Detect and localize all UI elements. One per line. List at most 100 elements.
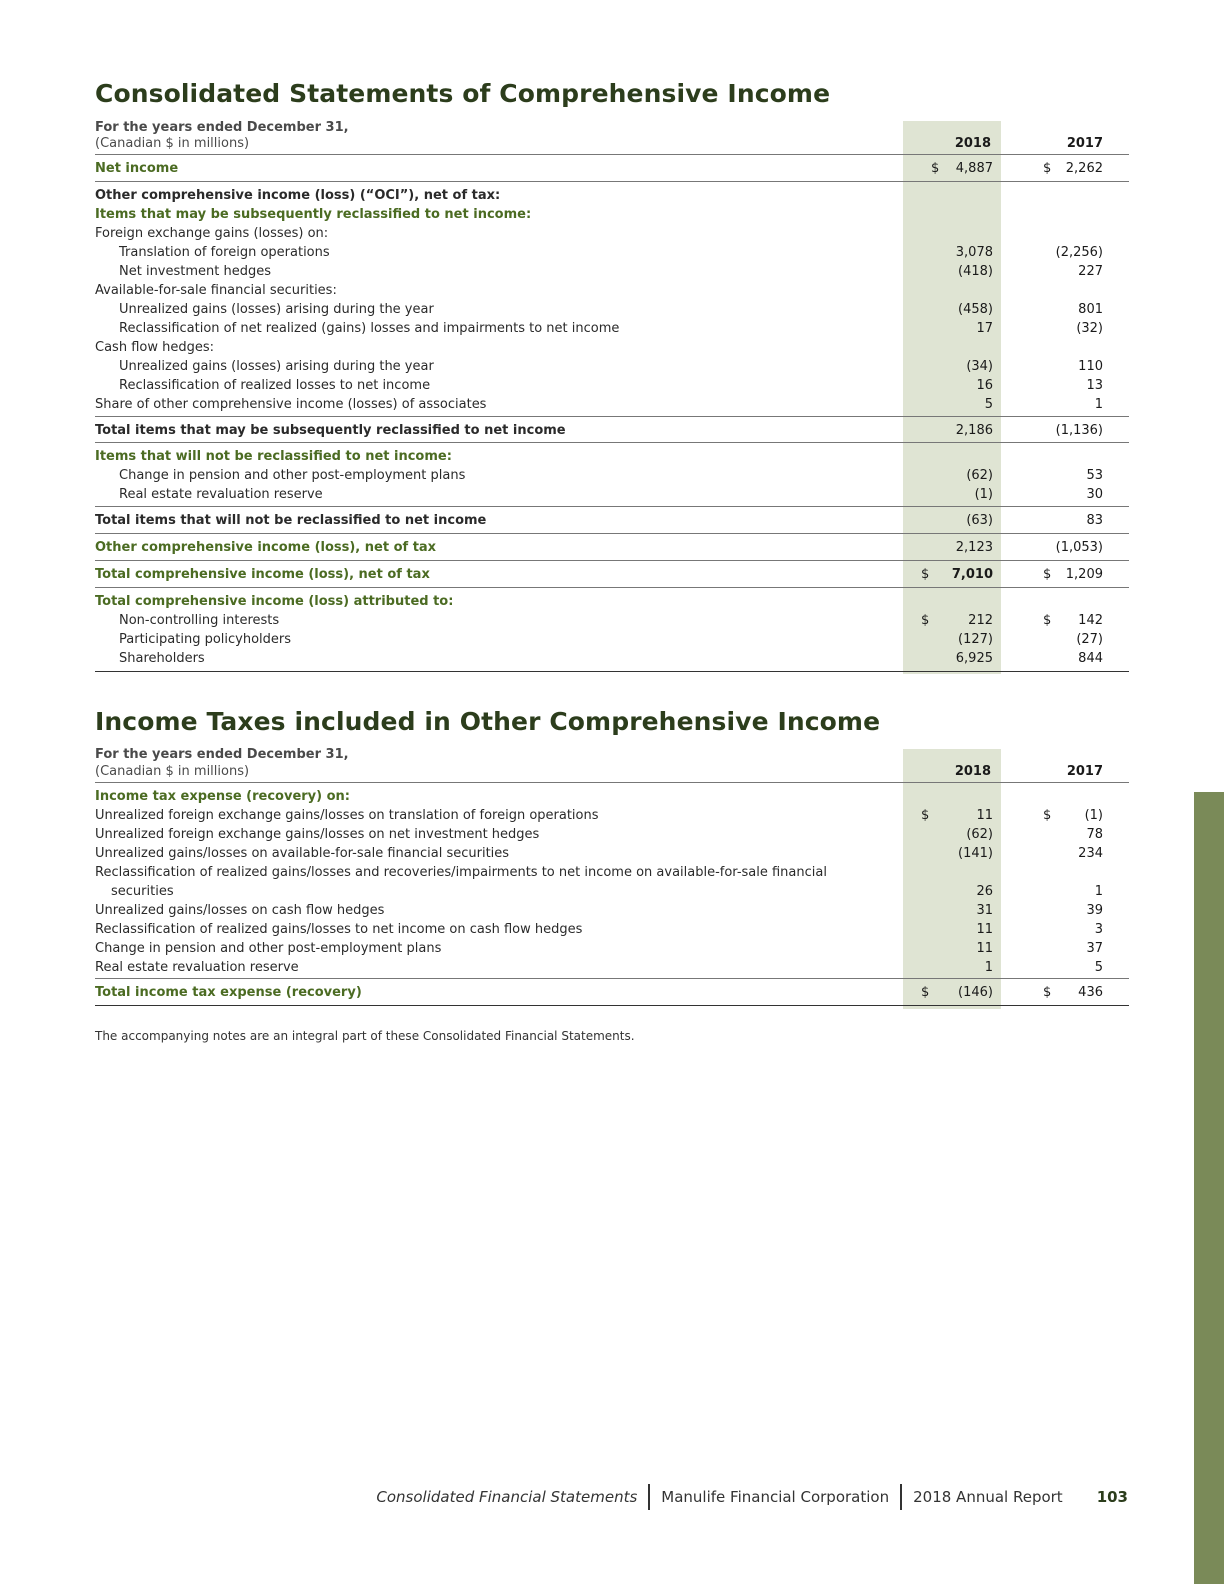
value-2017: 1 (1094, 884, 1103, 899)
table-bottom-rule (95, 1005, 1129, 1006)
row-label: Unrealized gains/losses on cash flow hed… (95, 903, 385, 918)
value-2017: (2,256) (1055, 245, 1103, 260)
row-label: Other comprehensive income (loss) (“OCI”… (95, 188, 501, 203)
table-row: Participating policyholders (127) (27) (95, 630, 1129, 649)
value-2017: 436 (1078, 985, 1103, 1000)
row-label: Net income (95, 161, 179, 176)
row-label: Total items that will not be reclassifie… (95, 513, 487, 528)
value-2017: (1,136) (1055, 423, 1103, 438)
row-label: Reclassification of realized gains/losse… (95, 865, 827, 880)
table-row: Real estate revaluation reserve 1 5 (95, 958, 1129, 977)
table-row: Real estate revaluation reserve (1) 30 (95, 485, 1129, 504)
row-label: Total comprehensive income (loss), net o… (95, 567, 430, 582)
value-2017: 39 (1086, 903, 1103, 918)
value-2017: 1,209 (1065, 567, 1103, 582)
dollar-2018: $ (931, 161, 940, 176)
value-2018: 6,925 (955, 651, 993, 666)
row-label: Income tax expense (recovery) on: (95, 789, 351, 804)
col-header-2018: 2018 (954, 764, 991, 779)
row-label: Real estate revaluation reserve (119, 487, 323, 502)
row-label: Foreign exchange gains (losses) on: (95, 226, 329, 241)
dollar-2017: $ (1043, 161, 1052, 176)
table-row: Income tax expense (recovery) on: (95, 787, 1129, 806)
col-header-2017: 2017 (1066, 136, 1103, 151)
row-label: Other comprehensive income (loss), net o… (95, 540, 437, 555)
value-2018: 31 (976, 903, 993, 918)
value-2018: (458) (958, 302, 993, 317)
table-row: Net investment hedges (418) 227 (95, 262, 1129, 281)
row-label: Items that may be subsequently reclassif… (95, 207, 532, 222)
value-2018: (62) (966, 827, 993, 842)
value-2017: 37 (1086, 941, 1103, 956)
table-row: Unrealized gains (losses) arising during… (95, 300, 1129, 319)
table-header-unit: (Canadian $ in millions) 2018 2017 (95, 134, 1129, 153)
footnote: The accompanying notes are an integral p… (95, 1029, 635, 1043)
row-label: Real estate revaluation reserve (95, 960, 299, 975)
dollar-2017: $ (1043, 808, 1052, 823)
page-number: 103 (1096, 1488, 1128, 1506)
row-label: Available-for-sale financial securities: (95, 283, 337, 298)
table-row: Unrealized gains/losses on cash flow hed… (95, 901, 1129, 920)
row-label: Participating policyholders (119, 632, 292, 647)
value-2017: 234 (1078, 846, 1103, 861)
comprehensive-income-table: For the years ended December 31, (Canadi… (95, 118, 1129, 674)
table-header-period: For the years ended December 31, (95, 118, 1129, 137)
row-rule (95, 533, 1129, 534)
row-label-continued: securities (111, 884, 174, 899)
row-label: Unrealized gains/losses on available-for… (95, 846, 510, 861)
table-row: Share of other comprehensive income (los… (95, 395, 1129, 414)
row-rule (95, 587, 1129, 588)
value-2017: (1) (1084, 808, 1103, 823)
value-2017: 3 (1094, 922, 1103, 937)
value-2017: 110 (1078, 359, 1103, 374)
row-rule (95, 978, 1129, 979)
row-rule (95, 442, 1129, 443)
table-bottom-rule (95, 671, 1129, 672)
table-row: Unrealized gains/losses on available-for… (95, 844, 1129, 863)
row-label: Share of other comprehensive income (los… (95, 397, 487, 412)
value-2018: (63) (966, 513, 993, 528)
table-row-total: Total comprehensive income (loss), net o… (95, 565, 1129, 584)
table-row: Non-controlling interests $ 212 $ 142 (95, 611, 1129, 630)
row-label: Total income tax expense (recovery) (95, 985, 362, 1000)
value-2017: 30 (1086, 487, 1103, 502)
table-row: Available-for-sale financial securities: (95, 281, 1129, 300)
value-2018: 11 (976, 941, 993, 956)
col-header-2017: 2017 (1066, 764, 1103, 779)
table-header-unit: (Canadian $ in millions) 2018 2017 (95, 762, 1129, 781)
value-2018: 4,887 (955, 161, 993, 176)
footer-divider (648, 1484, 651, 1510)
table-row: Total comprehensive income (loss) attrib… (95, 592, 1129, 611)
value-2017: 2,262 (1065, 161, 1103, 176)
row-label: Reclassification of realized losses to n… (119, 378, 431, 393)
dollar-2017: $ (1043, 985, 1052, 1000)
value-2018: 11 (976, 922, 993, 937)
value-2017: 78 (1086, 827, 1103, 842)
value-2018: 26 (976, 884, 993, 899)
row-label: Reclassification of realized gains/losse… (95, 922, 583, 937)
dollar-2018: $ (921, 808, 930, 823)
table-row-total: Total items that will not be reclassifie… (95, 511, 1129, 530)
income-taxes-oci-table: For the years ended December 31, (Canadi… (95, 747, 1129, 1009)
value-2018: 11 (976, 808, 993, 823)
value-2018: 16 (976, 378, 993, 393)
value-2017: (27) (1076, 632, 1103, 647)
table-row-total: Total income tax expense (recovery) $ (1… (95, 983, 1129, 1002)
column-2018-shade (903, 749, 1001, 1009)
value-2018: 2,123 (955, 540, 993, 555)
value-2018: 7,010 (951, 567, 993, 582)
value-2017: 1 (1094, 397, 1103, 412)
row-rule (95, 506, 1129, 507)
value-2017: (32) (1076, 321, 1103, 336)
table-row: Change in pension and other post-employm… (95, 939, 1129, 958)
table-row: Unrealized foreign exchange gains/losses… (95, 806, 1129, 825)
value-2017: 142 (1078, 613, 1103, 628)
row-label: Translation of foreign operations (119, 245, 330, 260)
value-2018: (1) (974, 487, 993, 502)
footer-doc-title: Consolidated Financial Statements (376, 1488, 638, 1506)
dollar-2017: $ (1043, 567, 1052, 582)
value-2017: 53 (1086, 468, 1103, 483)
row-label: Non-controlling interests (119, 613, 280, 628)
table-row: Reclassification of net realized (gains)… (95, 319, 1129, 338)
